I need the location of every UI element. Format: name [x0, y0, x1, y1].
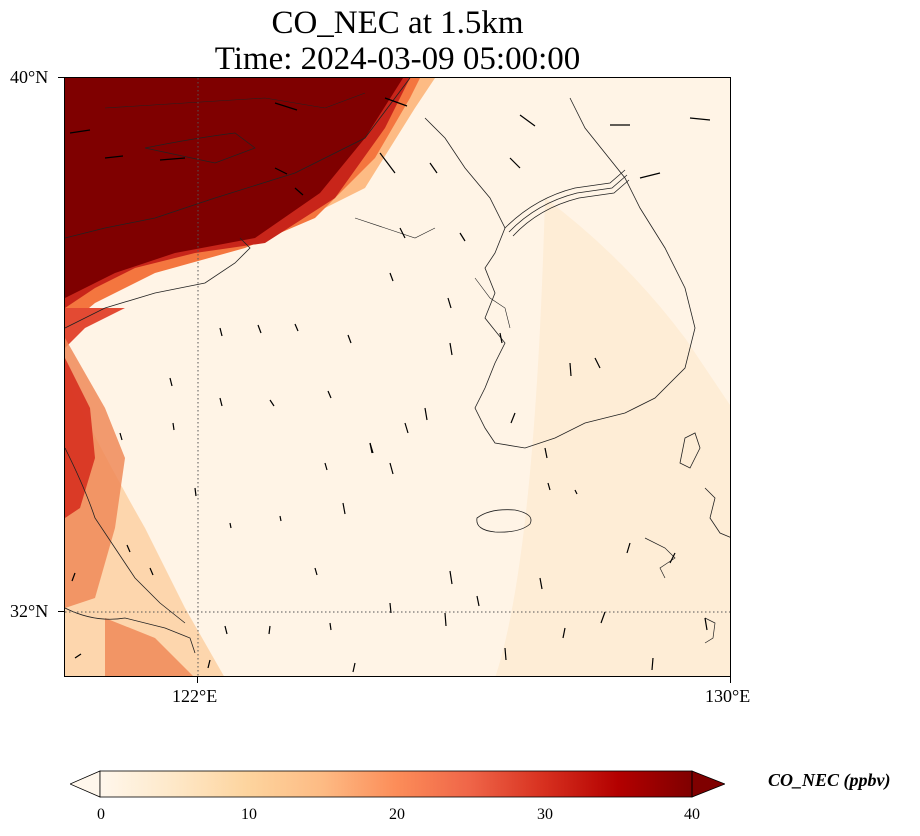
- x-tick-122e: [197, 677, 198, 683]
- colorbar-tick-20: 20: [389, 806, 405, 823]
- coast-bohai: [144, 132, 256, 164]
- title-line-2: Time: 2024-03-09 05:00:00: [214, 41, 581, 77]
- x-tick-130e: [730, 677, 731, 683]
- x-tick-label-130e: 130°E: [705, 686, 751, 706]
- colorbar-label: CO_NEC (ppbv): [768, 770, 891, 790]
- y-tick-40n: [58, 77, 64, 78]
- coast-shandong: [65, 237, 251, 329]
- map-canvas: [65, 78, 730, 676]
- plume-south: [105, 618, 193, 676]
- colorbar-tick-0: 0: [97, 806, 105, 823]
- plume-edge-south: [65, 378, 224, 676]
- border-1: [504, 169, 626, 229]
- wind-vectors: [69, 97, 711, 673]
- coast-islet: [704, 617, 716, 644]
- light-field-patch: [495, 198, 730, 676]
- tsushima-island: [679, 432, 701, 469]
- border-2: [508, 174, 628, 233]
- y-tick-label-40n: 40°N: [10, 67, 49, 87]
- border-3: [512, 179, 630, 237]
- coast-kyushu-north: [704, 487, 730, 538]
- plume-red-west: [65, 308, 125, 348]
- map-panel: [64, 77, 731, 677]
- coast-liaoning: [104, 92, 366, 109]
- colorbar-tick-30: 30: [537, 806, 553, 823]
- colorbar-gradient: [100, 771, 692, 797]
- colorbar-tick-10: 10: [241, 806, 257, 823]
- coast-korea-islands: [354, 217, 436, 239]
- jeju-island: [476, 509, 532, 533]
- plume-core: [65, 78, 403, 298]
- coast-jiangsu: [65, 447, 186, 624]
- colorbar-extend-high: [691, 770, 725, 798]
- colorbar: [70, 770, 725, 798]
- plume-west-core: [65, 358, 95, 518]
- colorbar-extend-low: [70, 770, 101, 798]
- title-line-1: CO_NEC at 1.5km: [271, 5, 524, 41]
- coast-liaodong: [65, 78, 411, 239]
- y-tick-32n: [58, 611, 64, 612]
- coast-korea-west: [474, 277, 511, 329]
- colorbar-tick-40: 40: [684, 806, 700, 823]
- coast-kyushu-west: [644, 537, 676, 579]
- x-tick-label-122e: 122°E: [172, 686, 218, 706]
- y-tick-label-32n: 32°N: [10, 601, 49, 621]
- coast-korea: [424, 97, 696, 449]
